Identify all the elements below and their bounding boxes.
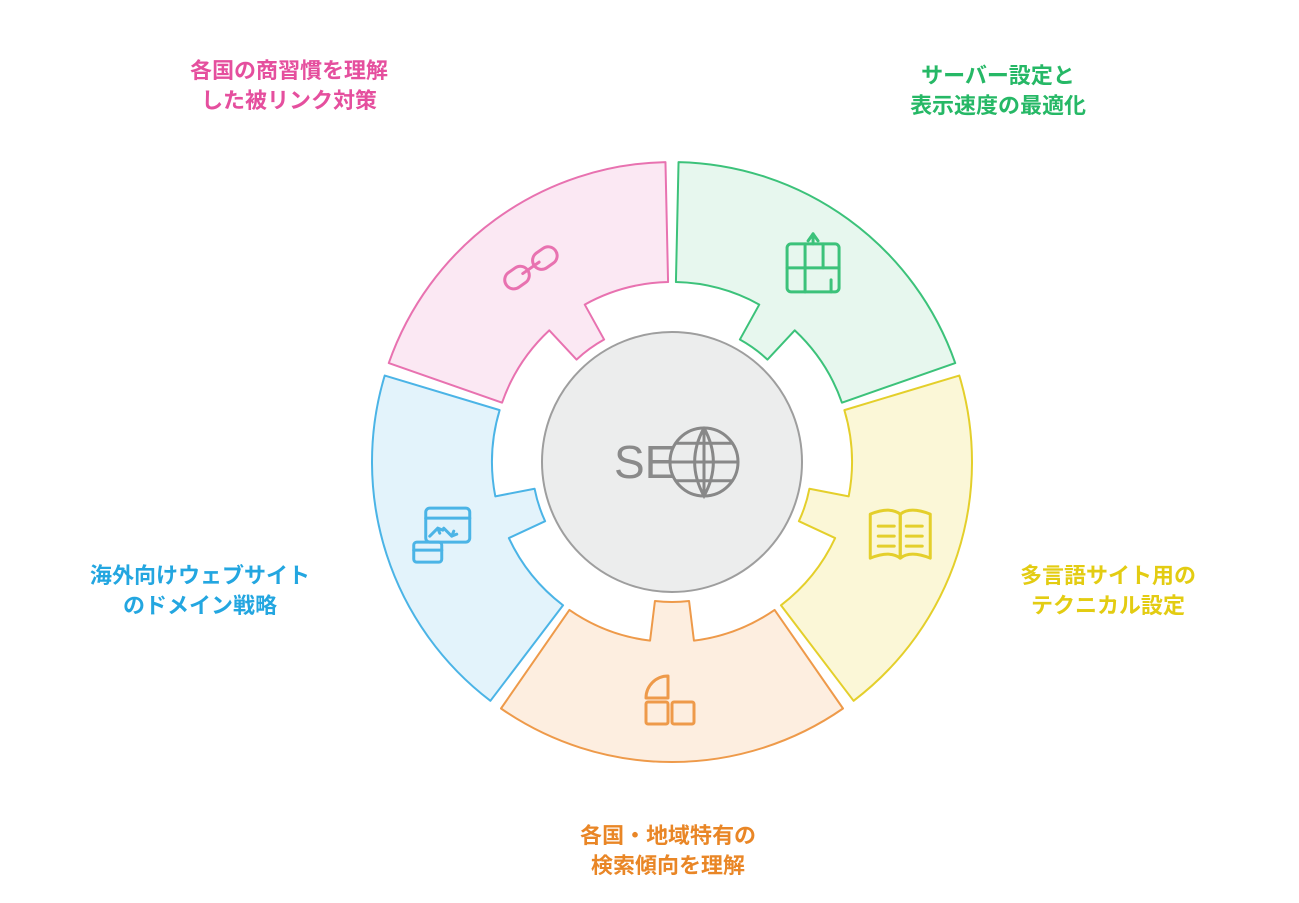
label-server-line1: サーバー設定と bbox=[910, 60, 1086, 90]
label-search-trend: 各国・地域特有の検索傾向を理解 bbox=[580, 820, 756, 879]
label-multilingual-line2: テクニカル設定 bbox=[1020, 590, 1196, 620]
label-server-line2: 表示速度の最適化 bbox=[910, 90, 1086, 120]
label-domain: 海外向けウェブサイトのドメイン戦略 bbox=[90, 560, 310, 619]
label-search-trend-line1: 各国・地域特有の bbox=[580, 820, 756, 850]
label-domain-line2: のドメイン戦略 bbox=[90, 590, 310, 620]
segment-multilingual bbox=[781, 376, 972, 701]
center-label: SE bbox=[614, 436, 675, 488]
seo-wheel-diagram: SE サーバー設定と表示速度の最適化多言語サイト用のテクニカル設定各国・地域特有… bbox=[0, 0, 1299, 903]
label-link: 各国の商習慣を理解した被リンク対策 bbox=[190, 55, 388, 114]
label-link-line1: 各国の商習慣を理解 bbox=[190, 55, 388, 85]
label-search-trend-line2: 検索傾向を理解 bbox=[580, 850, 756, 880]
segment-domain bbox=[372, 376, 563, 701]
label-multilingual: 多言語サイト用のテクニカル設定 bbox=[1020, 560, 1196, 619]
label-server: サーバー設定と表示速度の最適化 bbox=[910, 60, 1086, 119]
wheel-svg: SE bbox=[0, 0, 1299, 903]
globe-icon bbox=[670, 428, 738, 496]
label-link-line2: した被リンク対策 bbox=[190, 85, 388, 115]
label-domain-line1: 海外向けウェブサイト bbox=[90, 560, 310, 590]
label-multilingual-line1: 多言語サイト用の bbox=[1020, 560, 1196, 590]
segment-search-trend bbox=[501, 601, 843, 762]
